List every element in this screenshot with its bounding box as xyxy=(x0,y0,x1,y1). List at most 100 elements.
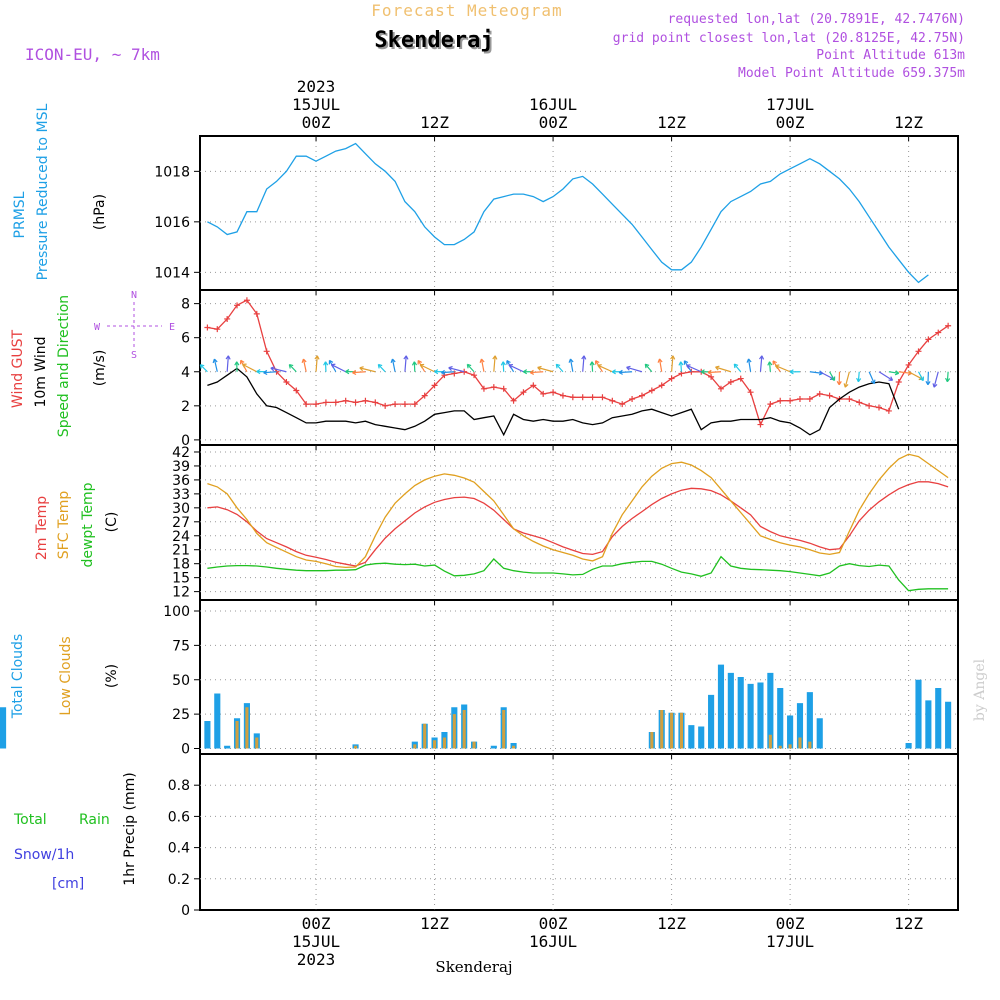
wind-dir-arrowhead xyxy=(932,383,938,388)
gust-marker xyxy=(411,401,418,408)
cloud-bar-total xyxy=(224,745,231,749)
wind-dir-arrow xyxy=(844,371,850,388)
wind-dir-arrow xyxy=(829,371,836,381)
wind-dir-arrowhead xyxy=(448,365,453,371)
gust-marker xyxy=(727,378,734,385)
wind-dir-arrow xyxy=(908,371,924,380)
cloud-bar-total xyxy=(717,664,725,749)
gust-marker xyxy=(471,372,478,379)
gust-marker xyxy=(401,401,408,408)
gust-marker xyxy=(253,310,260,317)
snow-cm-label: [cm] xyxy=(52,876,84,892)
wind-dir-arrowhead xyxy=(239,359,245,365)
cloud-bar-low xyxy=(788,744,792,749)
cloud-bar-low xyxy=(650,732,654,749)
cloud-bar-low xyxy=(245,707,249,749)
gust-marker xyxy=(658,382,665,389)
gust-marker xyxy=(520,389,527,396)
wind-dir-arrow xyxy=(448,367,465,373)
prmsl-label: PRMSL xyxy=(12,191,28,238)
y-tick-label: 4 xyxy=(181,365,190,381)
bottom-time-label: 16JUL xyxy=(529,932,577,951)
wind-dir-arrowhead xyxy=(830,376,836,382)
wind-dir-arrowhead xyxy=(270,366,275,372)
wind-dir-arrowhead xyxy=(581,355,587,360)
cloud-bar-low xyxy=(660,710,664,749)
top-time-label: 2023 xyxy=(297,77,336,96)
wind-dir-arrowhead xyxy=(683,360,689,365)
wind-dir-arrowhead xyxy=(836,380,842,386)
cloud-bar-low xyxy=(423,723,427,749)
y-tick-label: 33 xyxy=(172,487,190,503)
wind-dir-arrowhead xyxy=(330,363,336,369)
wind-dir-arrow xyxy=(878,371,893,381)
t2m-label: 2m Temp xyxy=(34,496,50,560)
location-title: Skenderaj xyxy=(374,28,493,53)
wind-dir-arrowhead xyxy=(506,360,511,365)
cloud-bar-low xyxy=(462,710,466,749)
compass-n: N xyxy=(131,290,137,301)
y-tick-label: 18 xyxy=(172,557,190,573)
wind-dir-arrow xyxy=(582,355,585,372)
wind-dir-arrow xyxy=(619,371,633,374)
gust-marker xyxy=(787,397,794,404)
gust-marker xyxy=(421,392,428,399)
gust-marker xyxy=(717,385,724,392)
gust-marker xyxy=(806,396,813,403)
wind-dir-arrow xyxy=(686,364,702,373)
compass-icon: N S W E xyxy=(94,290,175,361)
gust-marker xyxy=(905,361,912,368)
wind-dir-arrowhead xyxy=(288,364,294,369)
y-tick-label: 21 xyxy=(172,543,190,559)
wind-dir-arrow xyxy=(569,358,574,372)
wind-dir-arrowhead xyxy=(234,361,240,366)
gust-marker xyxy=(243,297,250,304)
panel-1: 0 2 4 6 8 xyxy=(181,290,959,449)
wind-dir-arrowhead xyxy=(772,360,777,365)
wind-dir-arrow xyxy=(466,363,475,373)
wind-dir-arrow xyxy=(644,363,653,373)
compass-w: W xyxy=(94,322,101,333)
gust-marker xyxy=(431,382,438,389)
gust-marker xyxy=(796,396,803,403)
cloud-bar-low xyxy=(778,745,782,749)
wind-dir-arrowhead xyxy=(256,369,261,375)
y-tick-label: 50 xyxy=(172,673,190,689)
wind-dir-arrow xyxy=(441,371,455,374)
gust-marker xyxy=(885,407,892,414)
cloud-bar-low xyxy=(442,737,446,749)
wind-dir-arrowhead xyxy=(434,369,439,375)
y-tick-label: 1018 xyxy=(154,164,190,180)
wind-dir-arrowhead xyxy=(945,377,951,383)
gust-marker xyxy=(372,399,379,406)
cloud-bar-total xyxy=(708,694,715,749)
total-clouds-label: Total Clouds xyxy=(10,634,26,719)
wind-dir-arrow xyxy=(508,364,524,373)
wind-dir-arrow xyxy=(658,358,663,372)
gust-marker xyxy=(559,392,566,399)
gust-marker xyxy=(875,404,882,411)
gust-marker xyxy=(619,401,626,408)
gust-marker xyxy=(303,401,310,408)
y-tick-label: 1014 xyxy=(154,265,190,281)
y-tick-label: 42 xyxy=(172,445,190,461)
wind10-label: 10m Wind xyxy=(33,336,49,407)
wind-dir-arrow xyxy=(680,361,683,372)
wind-dir-arrow xyxy=(819,371,835,380)
wind-dir-arrowhead xyxy=(440,369,446,375)
model-altitude: Model Point Altitude 659.375m xyxy=(738,66,965,81)
series-line-dewpt-temp xyxy=(207,555,949,592)
gust-marker xyxy=(392,401,399,408)
wind-dir-arrow xyxy=(591,361,594,372)
cloud-bar-total xyxy=(688,725,695,749)
top-time-label: 16JUL xyxy=(529,95,577,114)
gust-marker xyxy=(846,396,853,403)
gust-marker xyxy=(757,421,764,428)
bottom-time-label: 12Z xyxy=(657,914,686,933)
wind-dir-arrowhead xyxy=(707,369,712,375)
cloud-bar-total xyxy=(915,679,922,749)
wind-dir-arrowhead xyxy=(733,363,739,369)
wind-dir-arrowhead xyxy=(774,364,780,370)
gust-marker xyxy=(224,315,231,322)
top-time-label: 15JUL xyxy=(292,95,340,114)
